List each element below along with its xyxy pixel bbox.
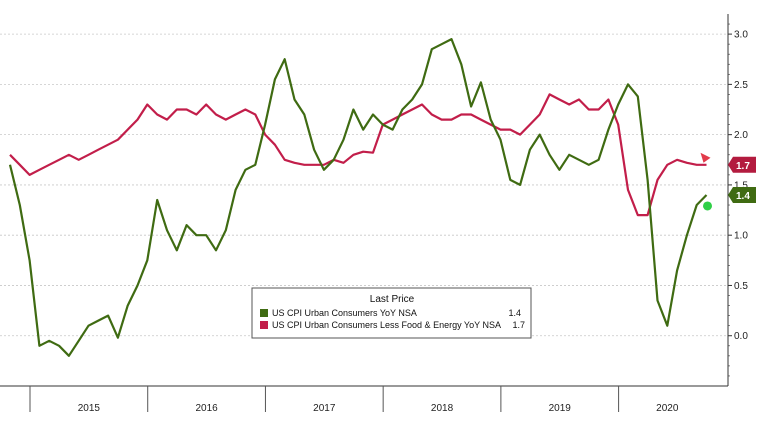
x-year-label: 2020 (656, 403, 679, 414)
x-year-label: 2017 (313, 403, 336, 414)
y-tick-label: 2.0 (734, 130, 748, 141)
y-tick-label: 1.0 (734, 231, 748, 242)
core-cpi-last-value-badge (728, 156, 756, 173)
y-tick-label: 2.5 (734, 80, 748, 91)
series-line-cpi (8, 37, 708, 357)
legend-value-core-cpi: 1.7 (512, 320, 525, 330)
legend: Last Price US CPI Urban Consumers YoY NS… (251, 287, 532, 339)
y-tick-label: 0.0 (734, 331, 748, 342)
cpi-end-marker (703, 201, 713, 211)
legend-swatch-cpi (260, 309, 268, 317)
legend-box (251, 287, 532, 339)
legend-swatch-core-cpi (260, 321, 268, 329)
x-year-label: 2018 (431, 403, 454, 414)
last-value-badges: 1.7 1.4 (728, 156, 756, 203)
cpi-last-value-badge (728, 186, 756, 203)
x-year-label: 2015 (78, 403, 101, 414)
end-markers (700, 152, 713, 211)
y-tick-label: 3.0 (734, 30, 748, 41)
cpi-last-value-badge-text: 1.4 (736, 191, 750, 202)
x-year-label: 2016 (195, 403, 218, 414)
series-line-core-cpi (9, 93, 707, 217)
legend-label-cpi: US CPI Urban Consumers YoY NSA (272, 308, 417, 318)
y-tick-label: 0.5 (734, 281, 748, 292)
legend-title: Last Price (370, 294, 415, 305)
y-tick-label: 1.5 (734, 180, 748, 191)
legend-label-core-cpi: US CPI Urban Consumers Less Food & Energ… (272, 320, 501, 330)
legend-value-cpi: 1.4 (508, 308, 521, 318)
core-cpi-last-value-badge-text: 1.7 (736, 161, 750, 172)
core-cpi-end-marker (700, 152, 711, 163)
x-year-label: 2019 (549, 403, 572, 414)
axes: 3.0 2.5 2.0 1.5 1.0 0.5 0.0 2015 2016 2017 2018 201… (0, 14, 748, 414)
series-lines (8, 37, 708, 357)
